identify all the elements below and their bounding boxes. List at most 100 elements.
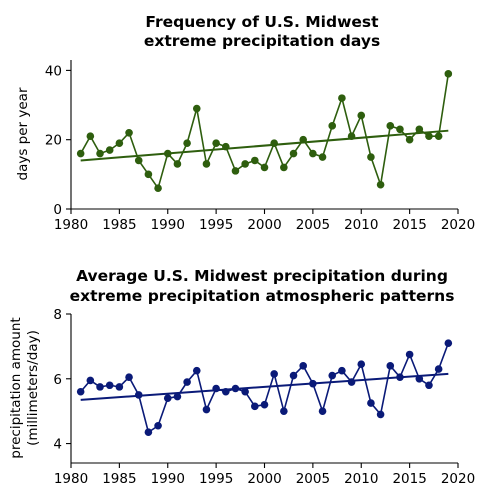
- data-point: [270, 139, 278, 147]
- x-tick-label: 1985: [102, 217, 136, 233]
- y-axis-label-line-1: precipitation amount: [8, 317, 24, 458]
- data-point: [202, 160, 211, 168]
- plot-area: 1980 1985 1990 1995 2000 2005 2010 2015 2020 4 6 8: [53, 307, 475, 487]
- chart-title-line-2: extreme precipitation days: [144, 32, 380, 50]
- data-point: [386, 122, 395, 130]
- x-tick-label: 1980: [54, 217, 88, 233]
- plot-area: 1980 1985 1990 1995 2000 2005 2010 2015 2020 0 20 4…: [45, 60, 475, 233]
- data-point: [86, 132, 95, 141]
- data-point: [299, 362, 308, 370]
- data-point: [163, 149, 172, 158]
- data-point: [376, 410, 385, 419]
- data-point: [280, 163, 288, 172]
- data-point: [212, 384, 220, 393]
- x-tick-label: 2000: [247, 217, 281, 233]
- data-point: [425, 381, 433, 390]
- x-tick-label: 1980: [54, 471, 88, 487]
- x-tick-label: 1990: [151, 471, 185, 487]
- data-point: [134, 156, 143, 165]
- data-point: [86, 376, 95, 385]
- data-point: [405, 135, 414, 144]
- data-point: [105, 146, 114, 154]
- data-point: [357, 111, 366, 120]
- data-point: [309, 149, 317, 158]
- data-point: [154, 421, 162, 430]
- data-point: [183, 378, 191, 386]
- data-point: [144, 170, 153, 179]
- data-point: [163, 394, 172, 403]
- x-tick-label: 2020: [441, 217, 475, 233]
- data-point: [241, 387, 249, 396]
- x-tick-label: 2010: [344, 471, 378, 487]
- data-point: [357, 360, 366, 369]
- data-point: [260, 400, 269, 409]
- data-point: [425, 132, 433, 141]
- data-point: [270, 370, 278, 378]
- data-point: [222, 142, 230, 151]
- y-tick-label: 4: [53, 437, 62, 453]
- chart-title-line-2: extreme precipitation atmospheric patter…: [70, 287, 455, 305]
- data-point: [347, 378, 356, 386]
- data-point: [415, 374, 424, 383]
- y-tick-label: 6: [53, 372, 62, 388]
- x-tick-label: 1985: [102, 471, 136, 487]
- data-point: [76, 387, 85, 396]
- data-point: [367, 153, 375, 161]
- trend-line: [80, 129, 449, 162]
- x-tick-label: 2015: [392, 217, 426, 233]
- data-point: [115, 139, 124, 147]
- data-point: [222, 387, 230, 396]
- data-point: [173, 392, 182, 401]
- y-tick-label: 8: [53, 307, 62, 323]
- data-point: [105, 381, 114, 390]
- x-tick-label: 2015: [392, 471, 426, 487]
- x-tick-label: 2020: [441, 471, 475, 487]
- data-point: [434, 365, 443, 373]
- y-tick-label: 40: [45, 63, 62, 79]
- data-point: [154, 184, 162, 193]
- data-point: [444, 339, 453, 347]
- y-tick-label: 0: [53, 202, 62, 218]
- data-point: [241, 160, 249, 168]
- data-point: [125, 128, 133, 137]
- data-point: [318, 153, 327, 161]
- x-tick-label: 1995: [199, 471, 233, 487]
- data-point: [231, 167, 240, 175]
- y-tick-label: 20: [45, 133, 62, 149]
- x-tick-label: 2005: [296, 471, 330, 487]
- data-point: [144, 428, 153, 437]
- x-tick-label: 2010: [344, 217, 378, 233]
- data-point: [173, 160, 182, 168]
- data-point: [299, 135, 308, 144]
- data-point: [396, 373, 404, 381]
- data-point: [328, 122, 337, 130]
- data-point: [444, 70, 453, 78]
- data-point: [212, 139, 220, 147]
- data-point: [347, 132, 356, 141]
- data-point: [367, 399, 375, 407]
- chart-title-line-1: Frequency of U.S. Midwest: [145, 13, 379, 31]
- data-point: [96, 149, 104, 158]
- data-point: [76, 149, 85, 158]
- data-point: [376, 180, 385, 189]
- data-point: [115, 383, 124, 391]
- data-point: [338, 366, 346, 375]
- x-tick-label: 2005: [296, 217, 330, 233]
- data-point: [289, 149, 298, 158]
- data-point: [309, 379, 317, 388]
- x-tick-label: 1995: [199, 217, 233, 233]
- data-point: [183, 139, 191, 147]
- data-point: [338, 94, 346, 102]
- data-point: [434, 132, 443, 141]
- data-point: [192, 366, 201, 375]
- data-point: [125, 373, 133, 381]
- data-point: [96, 383, 104, 391]
- y-axis-label: days per year: [15, 87, 31, 180]
- data-point: [405, 350, 414, 359]
- data-point: [202, 405, 211, 414]
- chart-frequency: Frequency of U.S. Midwest extreme precip…: [15, 13, 475, 233]
- x-tick-label: 1990: [151, 217, 185, 233]
- data-point: [386, 362, 395, 370]
- data-point: [415, 125, 424, 134]
